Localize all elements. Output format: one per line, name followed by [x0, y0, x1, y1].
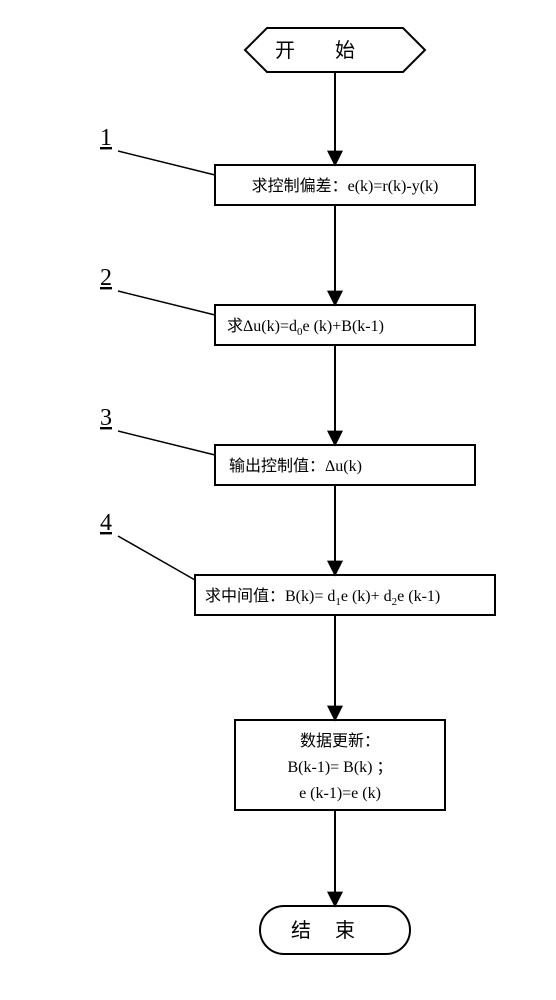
callout-num-2: 2	[100, 265, 112, 291]
callout-line-4	[118, 536, 195, 580]
callout-num-4: 4	[100, 510, 112, 536]
update-line3: e (k-1)=e (k)	[299, 785, 381, 802]
callout-line-2	[118, 291, 215, 315]
callout-line-1	[118, 151, 215, 175]
start-label: 开始	[275, 39, 355, 62]
step4-text: 求中间值：B(k)= d1e (k)+ d2e (k-1)	[205, 587, 440, 608]
callout-num-3: 3	[100, 405, 112, 431]
flowchart-canvas: 开始求控制偏差：e(k)=r(k)-y(k) 求Δu(k)=d0e (k)+B(k…	[0, 0, 556, 1000]
callout-num-1: 1	[100, 125, 112, 151]
update-line2: B(k-1)= B(k) ；	[287, 759, 392, 776]
step1-text: 求控制偏差：e(k)=r(k)-y(k)	[252, 177, 439, 195]
end-label: 结束	[291, 919, 355, 942]
update-line1: 数据更新：	[300, 732, 380, 750]
step3-text: 输出控制值：Δu(k)	[229, 457, 362, 475]
callout-line-3	[118, 431, 215, 455]
step2-text: 求Δu(k)=d0e (k)+B(k-1)	[227, 317, 384, 338]
